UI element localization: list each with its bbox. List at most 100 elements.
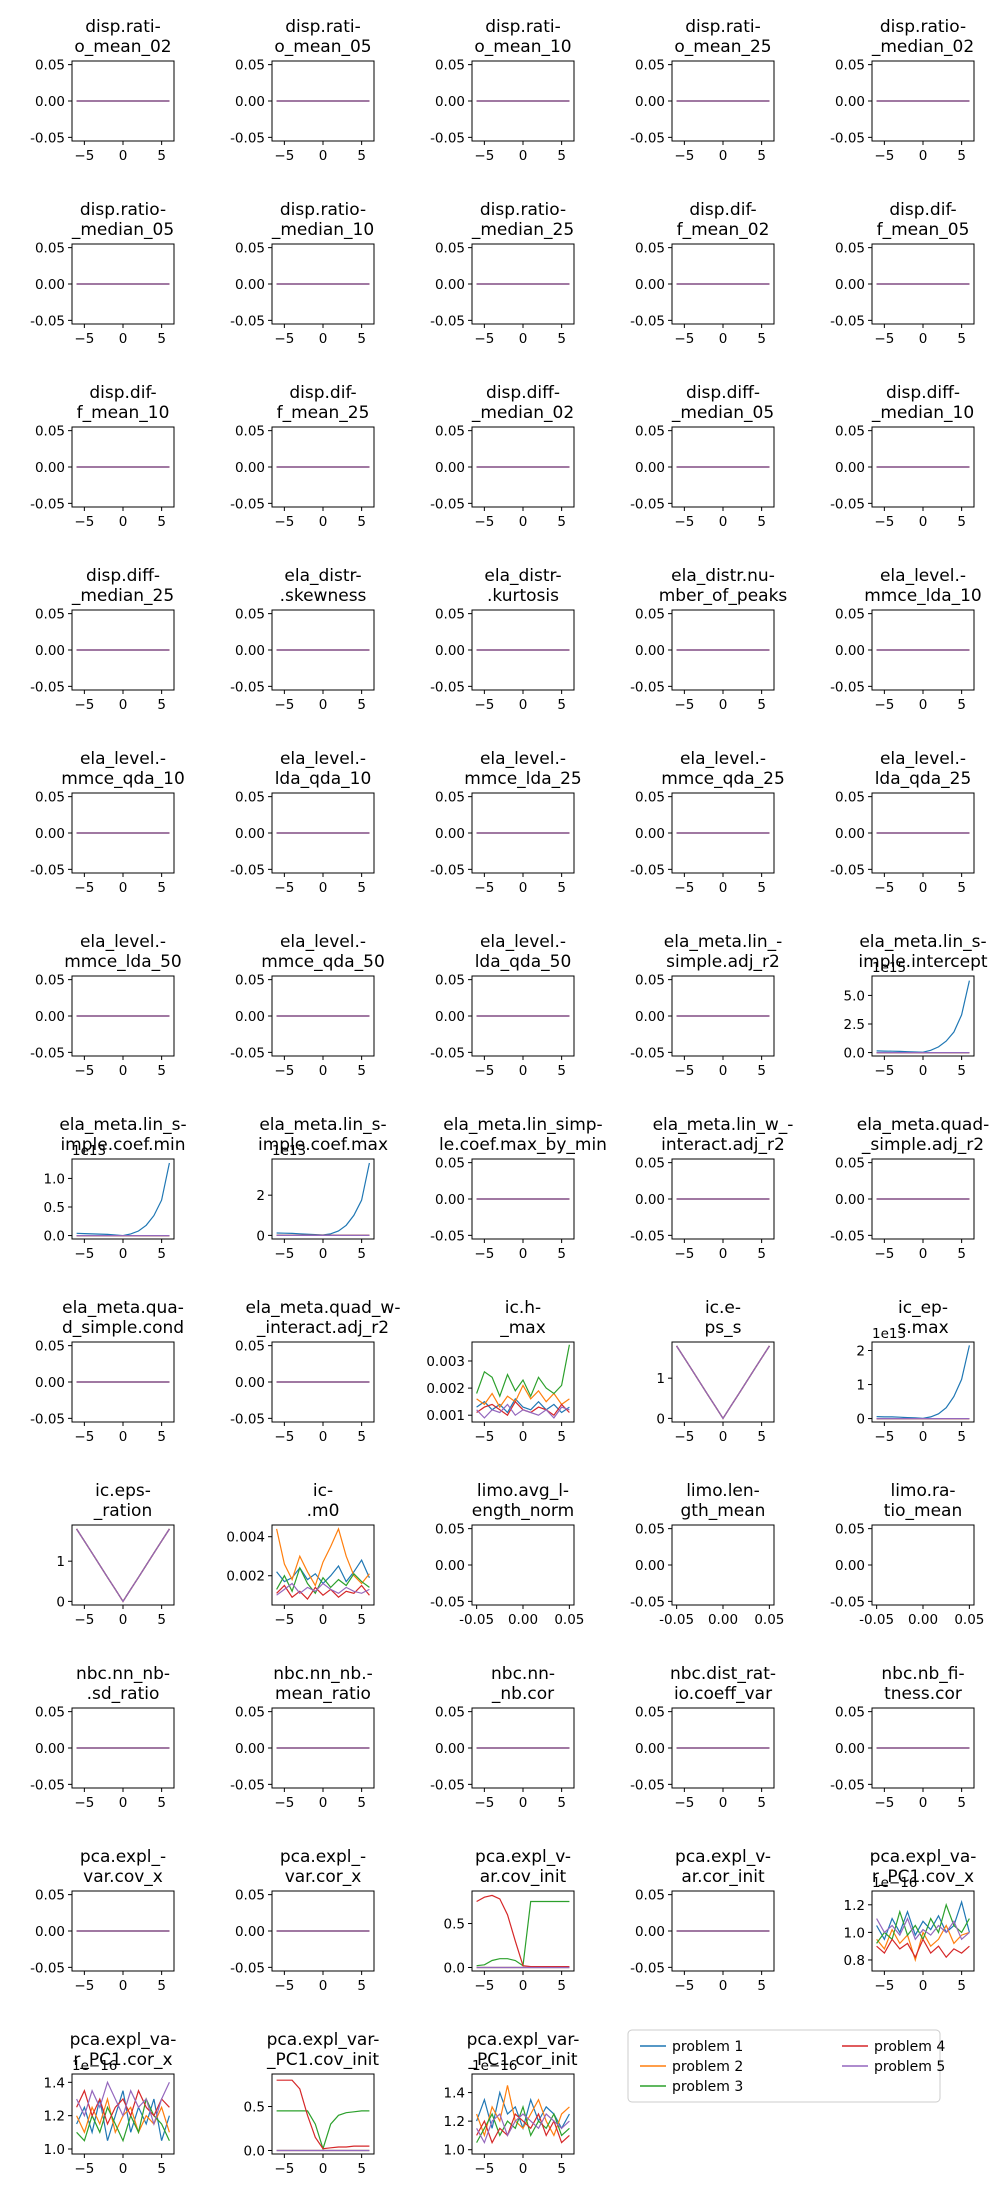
plot-frame [271, 1341, 375, 1423]
x-tick-label: 5 [557, 148, 566, 164]
plot-frame [871, 60, 975, 142]
plot-frame [871, 792, 975, 874]
y-tick-label: 1.0 [444, 2143, 465, 2159]
subplot-title: f_mean_05 [877, 220, 970, 240]
y-tick-label: 0.05 [435, 790, 465, 806]
x-tick-label: 0 [719, 880, 728, 896]
series-line [476, 1900, 570, 1967]
subplot-title: ela_level.- [80, 932, 166, 952]
x-tick-label: 0.00 [908, 1612, 938, 1628]
subplot: disp.ratio-_median_10 0.05 0.00 -0.05 −5 0 5 [230, 200, 375, 347]
series-line [76, 1162, 170, 1237]
subplot-title: var.cor_x [285, 1867, 362, 1887]
series-line [476, 1894, 570, 1968]
subplot: disp.diff-_median_25 0.05 0.00 -0.05 −5 0 5 [30, 566, 175, 713]
subplot: pca.expl_-var.cov_x 0.05 0.00 -0.05 −5 0 5 [30, 1847, 175, 1994]
x-tick-label: −5 [874, 1063, 894, 1079]
plot-frame [671, 1341, 775, 1423]
x-tick-label: −5 [674, 148, 694, 164]
x-tick-label: 5 [157, 148, 166, 164]
subplot-title: io.coeff_var [674, 1684, 772, 1704]
x-tick-label: 0 [119, 1063, 128, 1079]
x-tick-label: 0 [319, 331, 328, 347]
x-tick-label: 5 [157, 1795, 166, 1811]
x-tick-label: 5 [557, 880, 566, 896]
plot-frame [671, 60, 775, 142]
y-tick-label: -0.05 [630, 1045, 665, 1061]
x-tick-label: 0.05 [554, 1612, 584, 1628]
y-tick-label: 0.00 [235, 460, 265, 476]
y-tick-label: 0.05 [35, 973, 65, 989]
x-tick-label: 0 [119, 1612, 128, 1628]
subplot: disp.ratio-_median_25 0.05 0.00 -0.05 −5 0 5 [430, 200, 575, 347]
plot-frame [871, 1890, 975, 1972]
series-line [676, 1345, 770, 1420]
plot-frame [71, 60, 175, 142]
plot-frame [671, 1158, 775, 1240]
subplot-title: _median_02 [471, 403, 574, 423]
y-tick-label: 0.00 [435, 460, 465, 476]
plot-frame [671, 609, 775, 691]
subplot-title: _simple.adj_r2 [861, 1135, 984, 1155]
x-tick-label: 5 [157, 331, 166, 347]
y-tick-label: -0.05 [430, 679, 465, 695]
x-tick-label: -0.05 [859, 1612, 894, 1628]
x-tick-label: 5 [757, 1429, 766, 1445]
x-tick-label: 5 [757, 1978, 766, 1994]
y-tick-label: -0.05 [430, 1045, 465, 1061]
subplot-title: ic.eps- [95, 1481, 151, 1501]
subplot-title: ela_meta.quad- [857, 1115, 990, 1135]
subplot: ela_level.-lda_qda_25 0.05 0.00 -0.05 −5 0 5 [830, 749, 975, 896]
subplot: ic.e-ps_s 1 0 −5 0 5 [656, 1298, 775, 1445]
subplot-title: disp.dif- [889, 200, 956, 220]
y-tick-label: 0.00 [635, 1558, 665, 1574]
x-tick-label: 0 [519, 1795, 528, 1811]
series-line [76, 1528, 170, 1603]
x-tick-label: −5 [74, 2161, 94, 2177]
plot-frame [671, 1707, 775, 1789]
subplot-title: ela_meta.lin_s- [59, 1115, 186, 1135]
subplot-title: ela_meta.lin_- [664, 932, 782, 952]
series-line [676, 1345, 770, 1420]
plot-frame [671, 426, 775, 508]
plot-frame [471, 1524, 575, 1606]
x-tick-label: 5 [357, 1246, 366, 1262]
x-tick-label: −5 [274, 1063, 294, 1079]
y-tick-label: -0.05 [30, 313, 65, 329]
x-tick-label: 0 [719, 1429, 728, 1445]
y-tick-label: -0.05 [30, 679, 65, 695]
series-line [276, 1582, 370, 1596]
legend-label: problem 4 [874, 2039, 945, 2055]
y-tick-label: 0.05 [835, 58, 865, 74]
plot-frame [871, 426, 975, 508]
y-tick-label: 0.05 [635, 1522, 665, 1538]
plot-frame [471, 243, 575, 325]
x-tick-label: −5 [74, 1978, 94, 1994]
x-tick-label: −5 [274, 1795, 294, 1811]
subplot-title: _median_10 [871, 403, 974, 423]
subplot-title: _median_05 [671, 403, 774, 423]
x-tick-label: −5 [474, 1795, 494, 1811]
y-tick-label: 0.05 [435, 1705, 465, 1721]
y-tick-label: -0.05 [230, 496, 265, 512]
plot-frame [271, 975, 375, 1057]
series-line [76, 2080, 170, 2127]
x-tick-label: 0 [719, 148, 728, 164]
y-tick-label: 0.05 [435, 58, 465, 74]
y-tick-label: 0.05 [235, 58, 265, 74]
plot-frame [471, 2073, 575, 2155]
subplot-title: o_mean_05 [274, 37, 371, 57]
y-tick-label: 0 [256, 1228, 265, 1244]
subplot-title: d_simple.cond [62, 1318, 184, 1338]
y-tick-label: 5.0 [844, 988, 865, 1004]
subplot-title: imple.intercept [858, 952, 987, 972]
x-tick-label: −5 [874, 148, 894, 164]
y-tick-label: 0.00 [35, 1741, 65, 1757]
subplot: ic-.m0 0.004 0.002 −5 0 5 [226, 1481, 375, 1628]
subplot-title: nbc.nn_nb- [76, 1664, 170, 1684]
plot-frame [271, 1524, 375, 1606]
x-tick-label: 5 [757, 1063, 766, 1079]
y-offset-label: 1e−16 [472, 2058, 517, 2074]
subplot-title: r_PC1.cov_x [872, 1867, 974, 1887]
x-tick-label: −5 [874, 1246, 894, 1262]
